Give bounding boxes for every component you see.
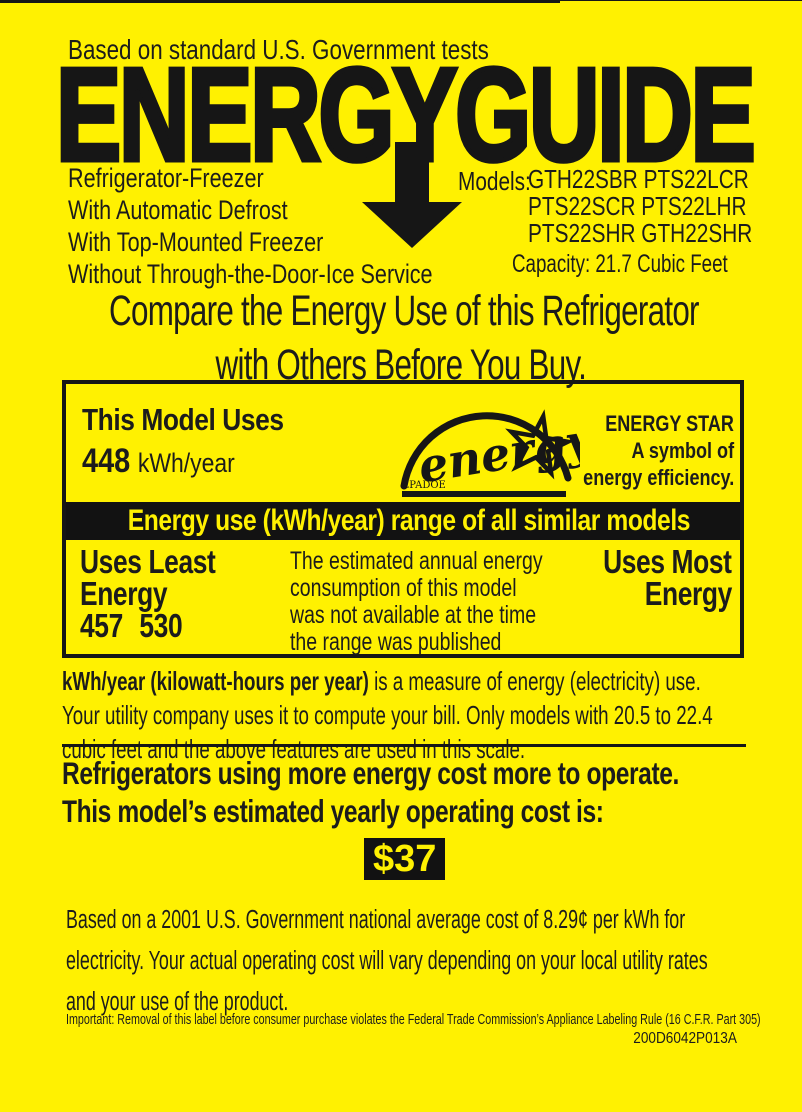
kwh-explanation-line3: cubic feet and the above features are us… [62, 734, 526, 764]
uses-least-column: Uses Least Energy 457 530 [80, 543, 249, 644]
cost-heading-line2: This model’s estimated yearly operating … [62, 793, 604, 829]
model-line: PTS22SHR GTH22SHR [528, 218, 753, 248]
feature-item: Refrigerator-Freezer [68, 163, 264, 193]
average-note-line1: Based on a 2001 U.S. Government national… [66, 906, 686, 934]
scan-artifact-strip [0, 0, 560, 3]
kwh-explanation: kWh/year (kilowatt-hours per year) is a … [62, 664, 802, 766]
model-line: PTS22SCR PTS22LHR [528, 191, 747, 221]
feature-item: With Top-Mounted Freezer [68, 227, 324, 257]
note-line: was not available at the time [290, 601, 537, 629]
logo-word-energy: ENERGY [54, 41, 459, 188]
note-line: consumption of this model [290, 574, 517, 602]
energy-star-line2: energy efficiency. [582, 465, 734, 490]
energy-guide-logo: ENERGYGUIDE [54, 46, 757, 183]
down-arrow-icon [362, 142, 462, 248]
model-line: GTH22SBR PTS22LCR [528, 164, 749, 194]
capacity-text: Capacity: 21.7 Cubic Feet [512, 250, 728, 278]
logo-underline [402, 491, 566, 497]
energy-star-logo-icon: energy EPADOE [400, 409, 580, 497]
energy-star-title: ENERGY STAR [605, 411, 734, 436]
annual-kwh: 448 kWh/year [82, 442, 262, 481]
ftc-fine-print: Important: Removal of this label before … [66, 1012, 761, 1028]
note-line: the range was published [290, 628, 502, 656]
energy-star-line1: A symbol of [631, 438, 734, 463]
star-icon [505, 409, 575, 480]
uses-most-line2: Energy [644, 575, 732, 612]
note-line: The estimated annual energy [290, 547, 543, 575]
range-unavailable-note: The estimated annual energy consumption … [290, 548, 614, 656]
part-number: 200D6042P013A [633, 1030, 737, 1047]
kwh-unit: kWh/year [137, 448, 235, 478]
range-bar: Energy use (kWh/year) range of all simil… [66, 502, 740, 540]
average-note-line2: electricity. Your actual operating cost … [66, 947, 708, 975]
uses-most-column: Uses Most Energy [571, 543, 733, 612]
tagline: Based on standard U.S. Government tests [68, 34, 489, 65]
models-label: Models: [458, 166, 531, 196]
headline-line1: Compare the Energy Use of this Refrigera… [109, 287, 699, 335]
yearly-cost-badge: $37 [364, 838, 446, 880]
uses-least-line2: Energy [80, 575, 168, 612]
model-uses-title: This Model Uses [82, 402, 284, 437]
kwh-explanation-line1: kWh/year (kilowatt-hours per year) is a … [62, 666, 701, 696]
average-note-line3: and your use of the product. [66, 988, 289, 1016]
operating-cost-heading: Refrigerators using more energy cost mor… [62, 754, 802, 830]
epa-doe-text: EPADOE [402, 480, 446, 491]
model-number-list: GTH22SBR PTS22LCR PTS22SCR PTS22LHR PTS2… [528, 166, 802, 247]
cost-heading-line1: Refrigerators using more energy cost mor… [62, 755, 679, 791]
feature-item: With Automatic Defrost [68, 195, 288, 225]
headline: Compare the Energy Use of this Refrigera… [0, 284, 802, 392]
national-average-note: Based on a 2001 U.S. Government national… [66, 900, 802, 1023]
range-values: 457 530 [80, 607, 183, 644]
feature-list: Refrigerator-Freezer With Automatic Defr… [68, 162, 524, 290]
logo-word-guide: GUIDE [453, 41, 757, 188]
kwh-value: 448 [82, 442, 131, 480]
uses-most-line1: Uses Most [603, 543, 733, 580]
divider-rule [62, 744, 746, 747]
feature-item: Without Through-the-Door-Ice Service [68, 259, 433, 289]
model-comparison-box: This Model Uses 448 kWh/year energy EPADO… [62, 380, 744, 658]
uses-least-line1: Uses Least [80, 543, 216, 580]
energy-star-caption: ENERGY STAR A symbol of energy efficienc… [550, 410, 734, 491]
kwh-explanation-line2: Your utility company uses it to compute … [62, 700, 713, 730]
